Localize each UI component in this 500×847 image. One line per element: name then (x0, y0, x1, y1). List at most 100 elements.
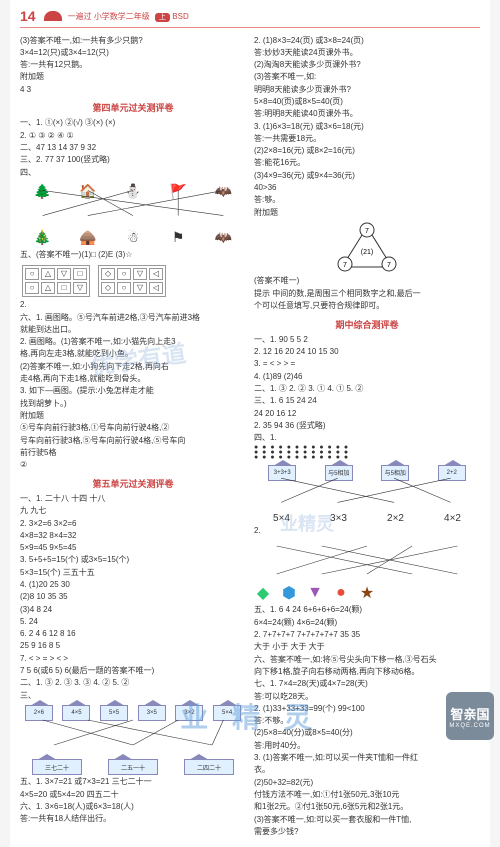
answer-line: 答:一共需要18元。 (254, 134, 480, 145)
answer-line: (3)4×9=36(元) 或9×4=36(元) (254, 171, 480, 182)
house-label: 三七二十 (32, 759, 82, 775)
answer-line: 6. 2 4 6 12 8 16 (20, 629, 246, 640)
cell: □ (73, 268, 87, 280)
dots-grid: ● ● ● ● ● ● ● ● ● ● ● ● ● ● ● ● ● ● ● ● … (254, 446, 480, 461)
edition-label: BSD (172, 12, 188, 21)
tree-icon: 🎄 (34, 228, 52, 246)
extra-label: 附加题 (20, 72, 246, 83)
answer-line: 5×3=15(个) 三五十五 (20, 568, 246, 579)
answer-line: 二、1. ③ 2. ② 3. ① 4. ① 5. ② (254, 384, 480, 395)
cell: ▽ (133, 282, 147, 294)
cell: ◇ (101, 282, 115, 294)
extra-value: 4 3 (20, 85, 246, 96)
answer-line: 九 九七 (20, 506, 246, 517)
house-label: 二四二十 (184, 759, 234, 775)
answer-line: 一、1. 二十八 十四 十八 (20, 494, 246, 505)
cell: ○ (25, 282, 39, 294)
snowman-icon: ☃ (124, 228, 142, 246)
answer-line: 答:妙妙3天能读24页课外书。 (254, 48, 480, 59)
triangle-right: 7 (387, 262, 391, 269)
answer-line: 找到胡萝卜。) (20, 399, 246, 410)
cell: ◁ (149, 268, 163, 280)
triangle-icon: ▼ (306, 584, 324, 602)
cell: ○ (117, 268, 131, 280)
answer-line: 5×9=45 9×5=45 (20, 543, 246, 554)
answer-line: 7 5 6(或6 5) 6(最后一题的答案不唯一) (20, 666, 246, 677)
badge-url: MXQE.COM (449, 723, 490, 729)
answer-line: 2. 7+7+7+7 7+7+7+7+7 35 35 (254, 630, 480, 641)
unit5-title: 第五单元过关测评卷 (20, 477, 246, 490)
cell: ◇ (101, 268, 115, 280)
colored-shapes-row: ◆ ⬢ ▼ ● ★ (254, 584, 480, 602)
cell: ◁ (149, 282, 163, 294)
text-line: 答:一共有12只鹅。 (20, 60, 246, 71)
answer-line: 3. (1)答案不唯一,如:可以买一件夹T恤和一件红 (254, 753, 480, 764)
cell: ▽ (73, 282, 87, 294)
answer-line: 走4格,再向下走1格,就能吃到骨头。 (20, 374, 246, 385)
shape-labels-row: 5×4 3×3 2×2 4×2 (254, 513, 480, 524)
unit4-title: 第四单元过关测评卷 (20, 101, 246, 114)
house-row-bottom: 三七二十 二五一十 二四二十 (20, 759, 246, 775)
answer-line: 五、1. 3×7=21 或7×3=21 三七二十一 (20, 777, 246, 788)
answer-line: 答:能花16元。 (254, 158, 480, 169)
triangle-top: 7 (365, 228, 369, 235)
answer-line: 4. (1)20 25 30 (20, 580, 246, 591)
matching-shapes-bottom: 🎄 🛖 ☃ ⚑ 🦇 (20, 228, 246, 246)
cell: △ (41, 282, 55, 294)
answer-line: 2. 12 16 20 24 10 15 30 (254, 347, 480, 358)
answer-line: 5×8=40(页)或8×5=40(页) (254, 97, 480, 108)
answer-line: 六、1. 3×6=18(人)或6×3=18(人) (20, 802, 246, 813)
diamond-icon: ◆ (254, 584, 272, 602)
answer-line: (2)答案不唯一,如:小狗先向下走2格,再向右 (20, 362, 246, 373)
note-line: (答案不唯一) (254, 276, 480, 287)
answer-line: 号车向前行驶3格,⑤号车向前行驶4格,⑤号车向 (20, 436, 246, 447)
note-line: 个可以任意填写,只要符合规律即可。 (254, 301, 480, 312)
answer-line: (2)8 10 35 35 (20, 592, 246, 603)
title-text: 小学数学二年级 (94, 12, 150, 21)
section-label: 四、 (20, 168, 246, 179)
answer-line: 大于 小于 大于 大于 (254, 642, 480, 653)
answer-line: 前行驶5格 (20, 448, 246, 459)
answer-line: 格,再向左走3格,就能吃到小鱼。 (20, 349, 246, 360)
answer-line: 三、1. 6 15 24 24 (254, 396, 480, 407)
extra-label: 附加题 (20, 411, 246, 422)
cell: ○ (117, 282, 131, 294)
source-badge: 智亲国 MXQE.COM (446, 692, 494, 740)
answer-line: 三、2. 77 37 100(竖式略) (20, 155, 246, 166)
answer-num: 2. (254, 526, 480, 537)
answer-line: 二、1. ③ 2. ③ 3. ③ 4. ② 5. ② (20, 678, 246, 689)
answer-line: 就能到达出口。 (20, 325, 246, 336)
cell: ○ (25, 268, 39, 280)
answer-line: 2. 3×2=6 3×2=6 (20, 519, 246, 530)
triangle-svg: 7 7 7 (21) (337, 222, 397, 272)
answer-line: 七、1. 7×4=28(天)或4×7=28(天) (254, 679, 480, 690)
answer-line: 和1张2元。②付1张50元,6张5元和2张1元。 (254, 802, 480, 813)
bat-icon: 🦇 (214, 228, 232, 246)
answer-line: 3. 5+5+5=15(个) 或3×5=15(个) (20, 555, 246, 566)
answer-line: 一、1. 90 5 5 2 (254, 335, 480, 346)
grade-badge: 上 (155, 13, 170, 22)
page-number: 14 (20, 8, 36, 24)
connector-lines (254, 465, 480, 509)
label-shape: 5×4 (273, 513, 290, 524)
flag-icon: ⚑ (169, 228, 187, 246)
text-line: 3×4=12(只)或3×4=12(只) (20, 48, 246, 59)
answer-line: (3)答案不唯一,如: (254, 72, 480, 83)
label-shape: 2×2 (387, 513, 404, 524)
label-shape: 4×2 (444, 513, 461, 524)
answer-line: 2. (1)8×3=24(页) 或3×8=24(页) (254, 36, 480, 47)
answer-line: 3. 如下—画图。(提示:小兔怎样走才能 (20, 386, 246, 397)
answer-line: 2. ① ③ ② ④ ① (20, 131, 246, 142)
answer-line: (3)4 8 24 (20, 605, 246, 616)
section-label: 四、1. (254, 433, 480, 444)
answer-line: 3. (1)6×3=18(元) 或3×6=18(元) (254, 122, 480, 133)
answer-line: 3. = < > > = (254, 359, 480, 370)
connector-lines (20, 182, 246, 224)
hexagon-icon: ⬢ (280, 584, 298, 602)
house-label: 二五一十 (108, 759, 158, 775)
midterm-title: 期中综合测评卷 (254, 318, 480, 331)
answer-line: (2)淘淘8天能读多少页课外书? (254, 60, 480, 71)
heart-icon: ● (332, 584, 350, 602)
answer-line: 4. (1)89 (2)46 (254, 372, 480, 383)
answer-line: 7. < > = > < > (20, 654, 246, 665)
